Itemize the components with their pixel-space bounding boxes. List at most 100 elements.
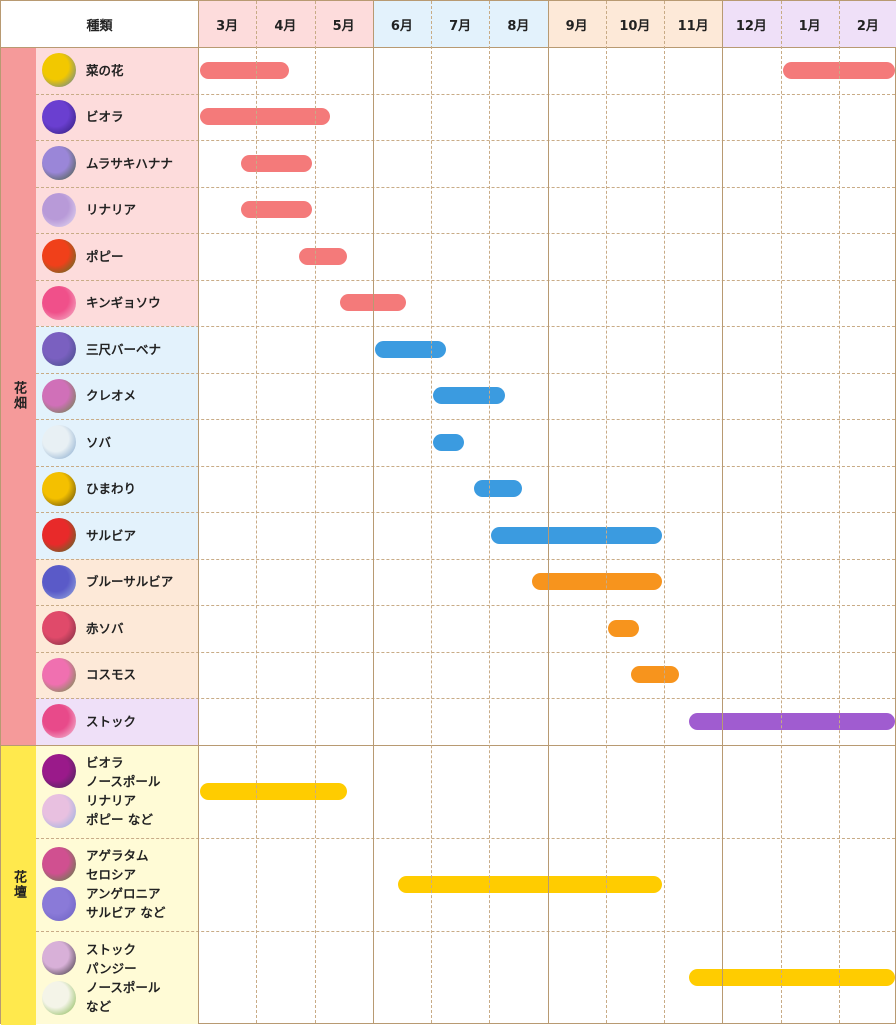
flower-name: ひまわり [86,479,136,498]
flower-photo [42,981,76,1015]
flower-photo [42,425,76,459]
flower-name-line: など [86,997,160,1016]
flower-name-line: セロシア [86,865,165,884]
month-header: 11月 [664,1,722,47]
month-header: 6月 [373,1,431,47]
flower-name-cell: リナリア [36,187,198,234]
bloom-period-bar [532,573,662,590]
row-divider [36,605,895,606]
flower-name-cell: サルビア [36,512,198,559]
flower-name: 三尺バーベナ [86,340,161,359]
bloom-period-bar [631,666,679,683]
bloom-period-bar [689,713,895,730]
flower-name: リナリア [86,200,136,219]
flower-photo [42,379,76,413]
bloom-period-bar [433,387,505,404]
category-label: 花畑 [1,47,36,745]
header-type: 種類 [1,1,198,47]
bloom-period-bar [398,876,662,893]
category-label: 花壇 [1,745,36,1025]
row-divider [36,559,895,560]
bloom-period-bar [433,434,464,451]
bloom-period-bar [375,341,447,358]
row-divider [36,140,895,141]
month-header: 3月 [198,1,256,47]
flower-photos [36,941,76,1015]
flower-name: クレオメ [86,386,136,405]
flower-name-line: アゲラタム [86,846,165,865]
bloom-period-bar [299,248,347,265]
flower-name: ビオラ [86,107,124,126]
flower-name-cell: 菜の花 [36,47,198,94]
flower-photo [42,941,76,975]
flower-photo [42,239,76,273]
flower-name-cell: クレオメ [36,373,198,420]
month-divider [839,1,840,1023]
flower-name-cell: アゲラタムセロシアアンゲロニアサルビア など [36,838,198,931]
flower-names: ビオラノースポールリナリアポピー など [86,753,160,829]
bloom-period-bar [200,783,347,800]
flower-name-cell: ビオラノースポールリナリアポピー など [36,745,198,838]
month-divider [315,1,316,1023]
month-header: 7月 [431,1,489,47]
flower-photo [42,794,76,828]
row-divider [36,280,895,281]
flower-name-cell: ブルーサルビア [36,559,198,606]
flower-name: ムラサキハナナ [86,154,173,173]
row-divider [36,931,895,932]
flower-name-line: アンゲロニア [86,884,165,903]
row-divider [36,94,895,95]
month-divider [431,1,432,1023]
flower-name: 菜の花 [86,61,124,80]
month-header: 5月 [315,1,373,47]
month-divider [781,1,782,1023]
flower-photo [42,565,76,599]
month-divider [548,1,549,1023]
bloom-period-bar [200,62,289,79]
month-divider [373,1,374,1023]
month-divider [606,1,607,1023]
flower-name-line: ノースポール [86,772,160,791]
flower-name: キンギョソウ [86,293,161,312]
bloom-period-bar [241,201,313,218]
month-header: 4月 [256,1,314,47]
row-divider [36,419,895,420]
flower-photo [42,286,76,320]
flower-name-cell: ひまわり [36,466,198,513]
flower-photo [42,704,76,738]
flower-photo [42,100,76,134]
flower-photo [42,847,76,881]
row-divider [36,838,895,839]
bloom-period-bar [200,108,330,125]
month-divider [256,1,257,1023]
row-divider [36,373,895,374]
flower-name-line: サルビア など [86,903,165,922]
flower-name-cell: 赤ソバ [36,605,198,652]
month-header: 9月 [548,1,606,47]
flower-photo [42,146,76,180]
flower-name-cell: キンギョソウ [36,280,198,327]
row-divider [36,233,895,234]
flower-names: ストックパンジーノースポールなど [86,940,160,1016]
flower-name-line: ビオラ [86,753,160,772]
flower-name: ストック [86,712,136,731]
flower-name-cell: ポピー [36,233,198,280]
flower-photo [42,518,76,552]
flower-name-cell: ソバ [36,419,198,466]
flower-name: ポピー [86,247,124,266]
month-divider [664,1,665,1023]
month-header: 1月 [781,1,839,47]
flower-names: アゲラタムセロシアアンゲロニアサルビア など [86,846,165,922]
flower-name: コスモス [86,665,136,684]
row-divider [36,652,895,653]
flower-photo [42,887,76,921]
month-header: 12月 [722,1,780,47]
flower-photo [42,193,76,227]
flower-name: サルビア [86,526,136,545]
month-divider [722,1,723,1023]
flower-name-cell: ストック [36,698,198,745]
flower-name-line: ストック [86,940,160,959]
month-header: 8月 [489,1,547,47]
row-divider [36,512,895,513]
flower-name-cell: 三尺バーベナ [36,326,198,373]
